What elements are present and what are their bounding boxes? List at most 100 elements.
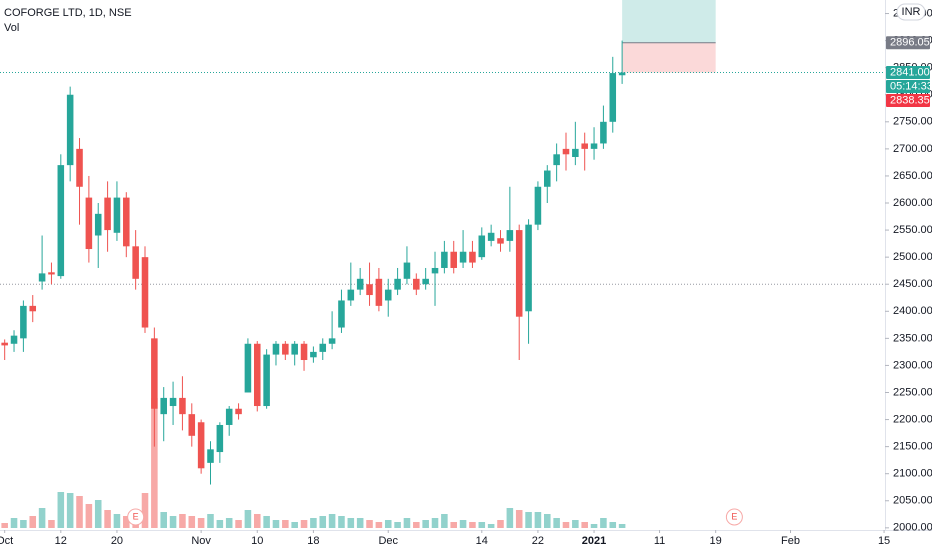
x-tick-label: 19 (710, 535, 722, 547)
candle-body (235, 408, 242, 415)
volume-bar (253, 514, 261, 528)
volume-bar (534, 512, 542, 528)
candle-body (132, 246, 139, 279)
volume-bar (450, 522, 458, 528)
last-price-label-box (886, 66, 930, 80)
volume-bar (413, 522, 420, 528)
candle-body (20, 305, 27, 339)
y-tick-label: 2300.00 (893, 359, 932, 371)
volume-bar (141, 493, 149, 528)
event-marker[interactable] (127, 508, 145, 526)
x-tick-label: 22 (532, 535, 544, 547)
candle-body (375, 278, 383, 306)
candle-body (94, 213, 102, 236)
x-tick-label: Nov (191, 535, 211, 547)
y-tick-label: 2400.00 (893, 305, 932, 317)
candle-body (141, 257, 149, 328)
candle-body (179, 397, 186, 415)
position-stop-zone (622, 42, 716, 73)
volume-bar (525, 512, 532, 528)
volume-bar (244, 510, 252, 528)
candle-body (403, 262, 411, 279)
volume-bar (169, 516, 177, 528)
event-label: E (731, 511, 737, 521)
candle-body (441, 251, 448, 268)
candle-body (57, 165, 65, 277)
candle-body (553, 154, 560, 166)
volume-bar (328, 514, 336, 528)
volume-bar (10, 518, 18, 528)
volume-bar (179, 514, 186, 528)
candle-body (618, 72, 626, 76)
x-tick-label: Dec (378, 535, 398, 547)
volume-bar (113, 514, 121, 528)
countdown-label-box (886, 80, 930, 94)
candle-body (459, 251, 467, 263)
y-tick-label: 2700.00 (893, 143, 932, 155)
y-tick-label: 2000.00 (893, 522, 932, 534)
candle-body (244, 343, 252, 393)
volume-bar (366, 520, 373, 528)
candle-body (515, 230, 523, 317)
position-target-zone (622, 0, 716, 43)
y-tick-label: 2100.00 (893, 468, 932, 480)
volume-bar (581, 522, 588, 528)
volume-bar (347, 518, 355, 528)
y-tick-label: 2150.00 (893, 441, 932, 453)
volume-bar (20, 520, 27, 528)
event-label: E (133, 511, 139, 521)
candle-body (310, 351, 317, 358)
candle-body (10, 335, 18, 344)
x-tick-label: Feb (781, 535, 800, 547)
volume-bar (459, 520, 467, 528)
candle-body (85, 197, 93, 250)
candle-body (1, 342, 8, 346)
volume-bar (422, 520, 429, 528)
y-tick-label: 2600.00 (893, 197, 932, 209)
volume-bar (48, 520, 55, 528)
volume-bar (384, 520, 392, 528)
currency-button[interactable] (896, 3, 926, 21)
candle-body (48, 272, 55, 275)
candle-body (151, 338, 158, 409)
x-tick-label: 15 (878, 535, 890, 547)
volume-bar (123, 516, 130, 528)
candle-body (66, 94, 74, 166)
volume-bar (375, 522, 383, 528)
volume-bar (553, 518, 560, 528)
x-tick-label: 2021 (582, 535, 606, 547)
volume-bar (487, 524, 495, 528)
event-marker[interactable] (725, 508, 743, 526)
candle-body (366, 284, 373, 296)
candle-body (338, 300, 345, 328)
bid-price-label: 2838.35 (890, 94, 930, 106)
volume-bar (291, 522, 298, 528)
y-tick-label: 2250.00 (893, 386, 932, 398)
currency-label[interactable]: INR (902, 6, 921, 18)
candle-body (272, 343, 280, 355)
entry-price-label-box (886, 36, 930, 50)
candle-body (422, 278, 429, 285)
candle-body (38, 273, 46, 282)
volume-bar (600, 518, 607, 528)
axes: 2000.00 2050.00 2100.00 2150.00 2200.00 2250.… (0, 3, 932, 547)
volume-bar (590, 524, 598, 528)
x-tick-label: 10 (251, 535, 263, 547)
candle-body (347, 289, 355, 301)
candle-body (487, 232, 495, 241)
volume-bar (85, 504, 93, 528)
volume-label: Vol (4, 22, 19, 34)
volume-bar (57, 492, 65, 528)
candle-body (113, 197, 121, 233)
volume-bar (394, 522, 401, 528)
candle-body (123, 197, 130, 247)
candle-body (590, 143, 598, 149)
candle-body (469, 251, 476, 263)
candle-body (544, 170, 551, 187)
volume-bar (263, 516, 270, 528)
x-tick-label: 12 (55, 535, 67, 547)
volume-bar (478, 522, 486, 528)
y-tick-label: 2500.00 (893, 251, 932, 263)
y-tick-label: 2050.00 (893, 495, 932, 507)
